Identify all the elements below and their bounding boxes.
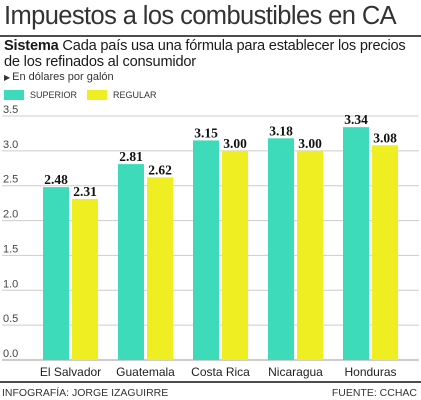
bar-regular <box>222 150 248 360</box>
bar-superior <box>193 140 219 360</box>
unit-text: En dólares por galón <box>12 71 114 83</box>
category-label: Guatemala <box>116 365 175 379</box>
legend: SUPERIOR REGULAR <box>4 89 167 101</box>
data-label: 3.00 <box>223 136 247 151</box>
legend-swatch-superior <box>4 90 24 100</box>
subtitle-text: Cada país usa una fórmula para establece… <box>4 38 406 70</box>
y-tick-label: 3.0 <box>3 139 18 151</box>
y-tick-label: 1.5 <box>3 243 18 255</box>
y-tick-label: 1.0 <box>3 278 18 290</box>
title-rule <box>0 35 421 37</box>
data-label: 2.62 <box>148 162 172 177</box>
data-label: 3.08 <box>373 130 397 145</box>
y-tick-label: 2.0 <box>3 209 18 221</box>
data-label: 2.48 <box>44 172 68 187</box>
data-label: 2.81 <box>119 149 143 164</box>
bar-regular <box>147 177 173 360</box>
category-label: Nicaragua <box>268 365 323 379</box>
footer: INFOGRAFÍA: JORGE IZAGUIRRE FUENTE: CCHA… <box>0 381 421 400</box>
y-tick-label: 3.5 <box>3 104 18 116</box>
legend-swatch-regular <box>87 90 108 100</box>
bar-superior <box>118 164 144 360</box>
data-label: 3.15 <box>194 125 218 140</box>
bar-regular <box>72 198 98 360</box>
bar-regular <box>372 145 398 360</box>
bar-regular <box>297 150 323 360</box>
data-label: 3.34 <box>344 112 368 127</box>
footer-source: FUENTE: CCHAC <box>331 387 417 399</box>
legend-item-regular: REGULAR <box>87 90 157 100</box>
triangle-icon: ▶ <box>4 73 11 82</box>
chart-subtitle: Sistema Cada país usa una fórmula para e… <box>4 38 418 70</box>
subtitle-lead: Sistema <box>4 38 59 54</box>
data-label: 2.31 <box>73 184 97 199</box>
data-label: 3.18 <box>269 123 293 138</box>
category-label: Costa Rica <box>191 365 250 379</box>
data-label: 3.00 <box>298 136 322 151</box>
y-tick-label: 0.0 <box>3 348 18 360</box>
bar-superior <box>343 127 369 360</box>
y-tick-label: 2.5 <box>3 174 18 186</box>
legend-label-superior: SUPERIOR <box>30 90 78 100</box>
bar-superior <box>268 138 294 360</box>
legend-item-superior: SUPERIOR <box>4 90 77 100</box>
legend-label-regular: REGULAR <box>113 90 157 100</box>
unit-label: ▶ En dólares por galón <box>4 71 114 83</box>
footer-credit: INFOGRAFÍA: JORGE IZAGUIRRE <box>2 387 169 399</box>
chart-title: Impuestos a los combustibles en CA <box>4 2 397 30</box>
category-label: El Salvador <box>40 365 101 379</box>
y-tick-label: 0.5 <box>3 313 18 325</box>
category-label: Honduras <box>344 365 396 379</box>
bar-superior <box>43 187 69 360</box>
